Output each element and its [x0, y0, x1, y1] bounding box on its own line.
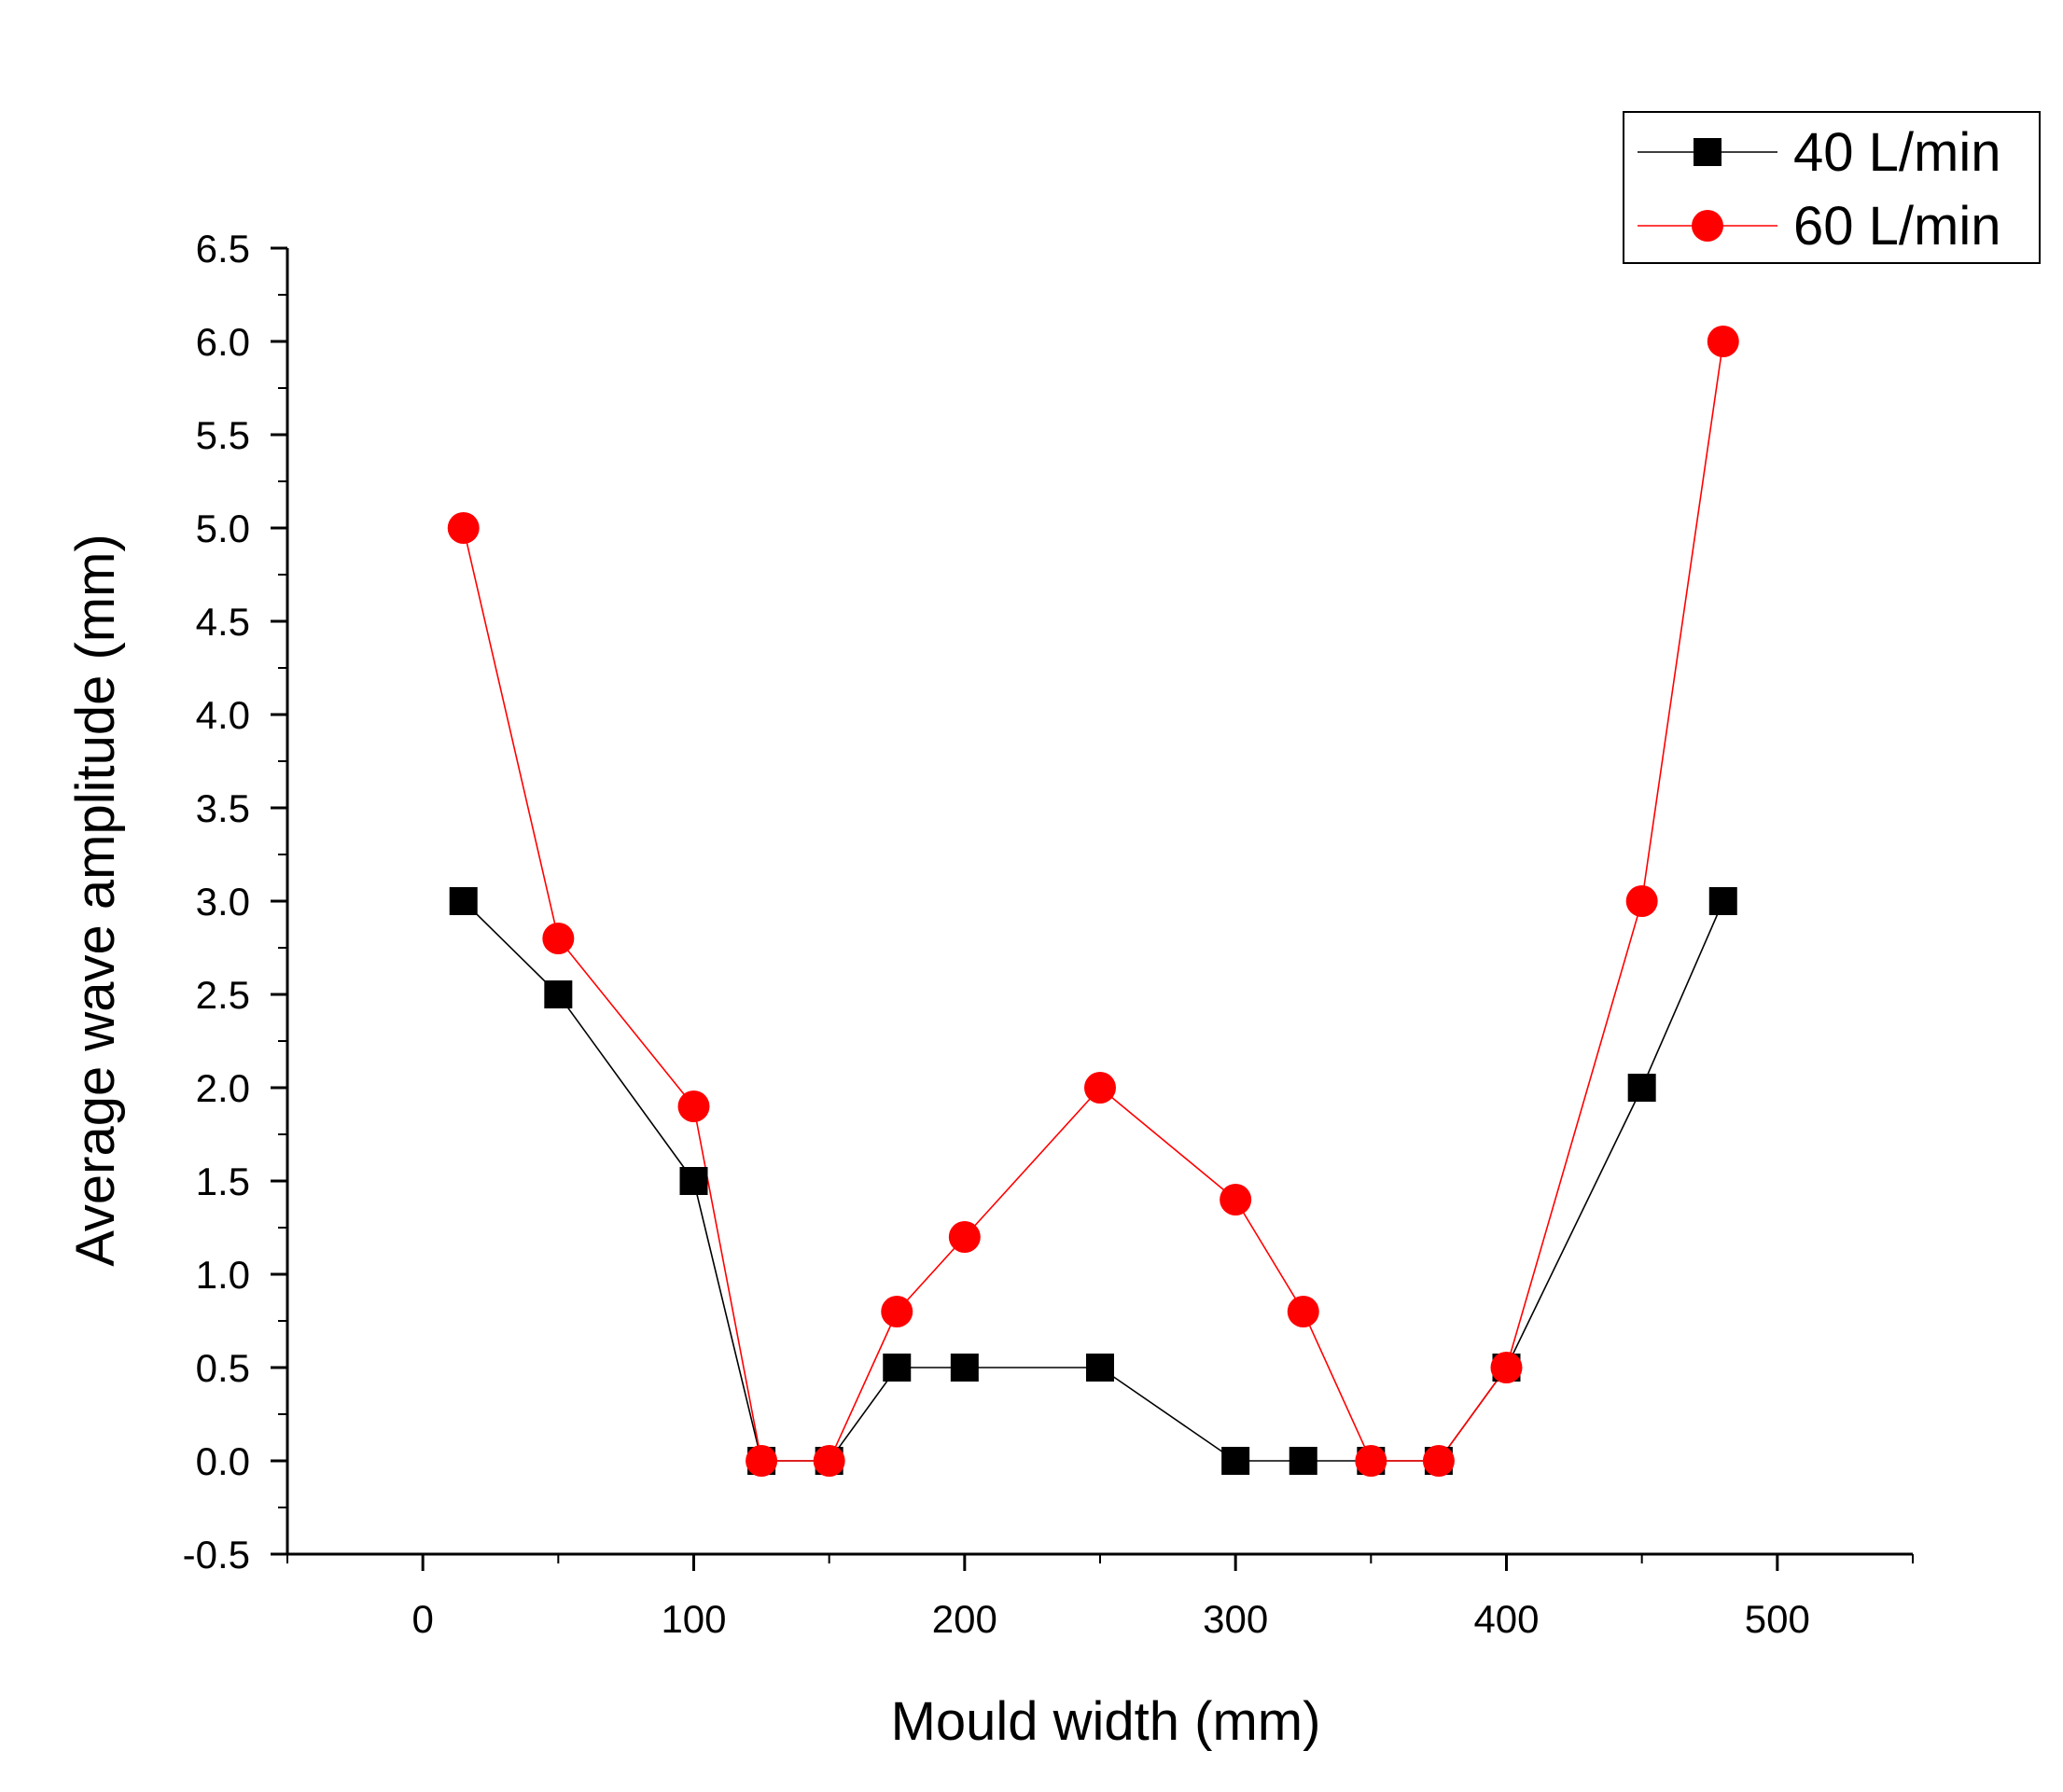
- data-point: [1707, 326, 1739, 357]
- y-tick-label: 4.0: [196, 693, 250, 737]
- legend-marker: [1692, 210, 1723, 242]
- y-axis-title: Average wave amplitude (mm): [65, 534, 126, 1266]
- data-point: [883, 1354, 912, 1382]
- data-point: [950, 1354, 979, 1382]
- data-point: [1422, 1445, 1455, 1477]
- legend: 40 L/min 60 L/min: [1623, 111, 2041, 264]
- data-point: [1625, 885, 1658, 917]
- data-point: [1084, 1072, 1116, 1104]
- x-tick-label: 500: [1745, 1597, 1810, 1641]
- legend-box: [1623, 111, 2041, 264]
- data-point: [1708, 887, 1737, 915]
- data-point: [881, 1296, 913, 1327]
- data-point: [813, 1445, 845, 1477]
- y-tick-label: 2.5: [196, 973, 250, 1017]
- x-tick-label: 100: [661, 1597, 726, 1641]
- y-tick-label: 4.5: [196, 600, 250, 644]
- y-tick-label: 6.0: [196, 320, 250, 364]
- data-point: [1490, 1352, 1523, 1383]
- data-point: [542, 923, 575, 954]
- data-point: [1221, 1447, 1250, 1475]
- series-line: [462, 340, 1724, 1462]
- data-point: [447, 512, 480, 544]
- x-tick-label: 300: [1203, 1597, 1268, 1641]
- data-point: [1086, 1354, 1114, 1382]
- data-point: [1355, 1445, 1387, 1477]
- data-point: [544, 980, 573, 1008]
- data-point: [449, 887, 478, 915]
- legend-label: 60 L/min: [1793, 196, 2000, 257]
- data-point: [746, 1445, 778, 1477]
- y-axis-ticks: -0.5 0.0 0.5 1.0 1.5 2.0 2.5 3.0 3.5 4.0 4.5 5.0 5.5…: [183, 227, 287, 1577]
- y-tick-label: 5.0: [196, 507, 250, 550]
- y-tick-label: 1.0: [196, 1253, 250, 1297]
- data-point: [948, 1221, 981, 1253]
- legend-entries: 40 L/min 60 L/min: [1638, 122, 2000, 257]
- data-point: [677, 1090, 710, 1122]
- data-point: [1220, 1184, 1252, 1216]
- legend-label: 40 L/min: [1793, 122, 2000, 183]
- y-tick-label: 5.5: [196, 413, 250, 457]
- y-tick-label: 3.5: [196, 786, 250, 830]
- series-lines: [462, 340, 1724, 1462]
- y-tick-label: 0.0: [196, 1439, 250, 1483]
- series-markers: [447, 326, 1739, 1477]
- y-tick-label: 6.5: [196, 227, 250, 271]
- x-tick-label: 0: [411, 1597, 433, 1641]
- legend-marker: [1694, 138, 1721, 166]
- x-axis-title: Mould width (mm): [891, 1691, 1321, 1752]
- x-axis-ticks: 0 100 200 300 400 500: [286, 1554, 1914, 1641]
- data-point: [1627, 1074, 1656, 1102]
- x-tick-label: 400: [1473, 1597, 1539, 1641]
- data-point: [1287, 1296, 1319, 1327]
- y-tick-label: -0.5: [183, 1533, 250, 1577]
- y-tick-label: 1.5: [196, 1160, 250, 1203]
- y-tick-label: 2.0: [196, 1066, 250, 1110]
- y-tick-label: 0.5: [196, 1346, 250, 1390]
- data-point: [1289, 1447, 1317, 1475]
- y-tick-label: 3.0: [196, 880, 250, 924]
- x-tick-label: 200: [932, 1597, 997, 1641]
- data-point: [679, 1167, 708, 1195]
